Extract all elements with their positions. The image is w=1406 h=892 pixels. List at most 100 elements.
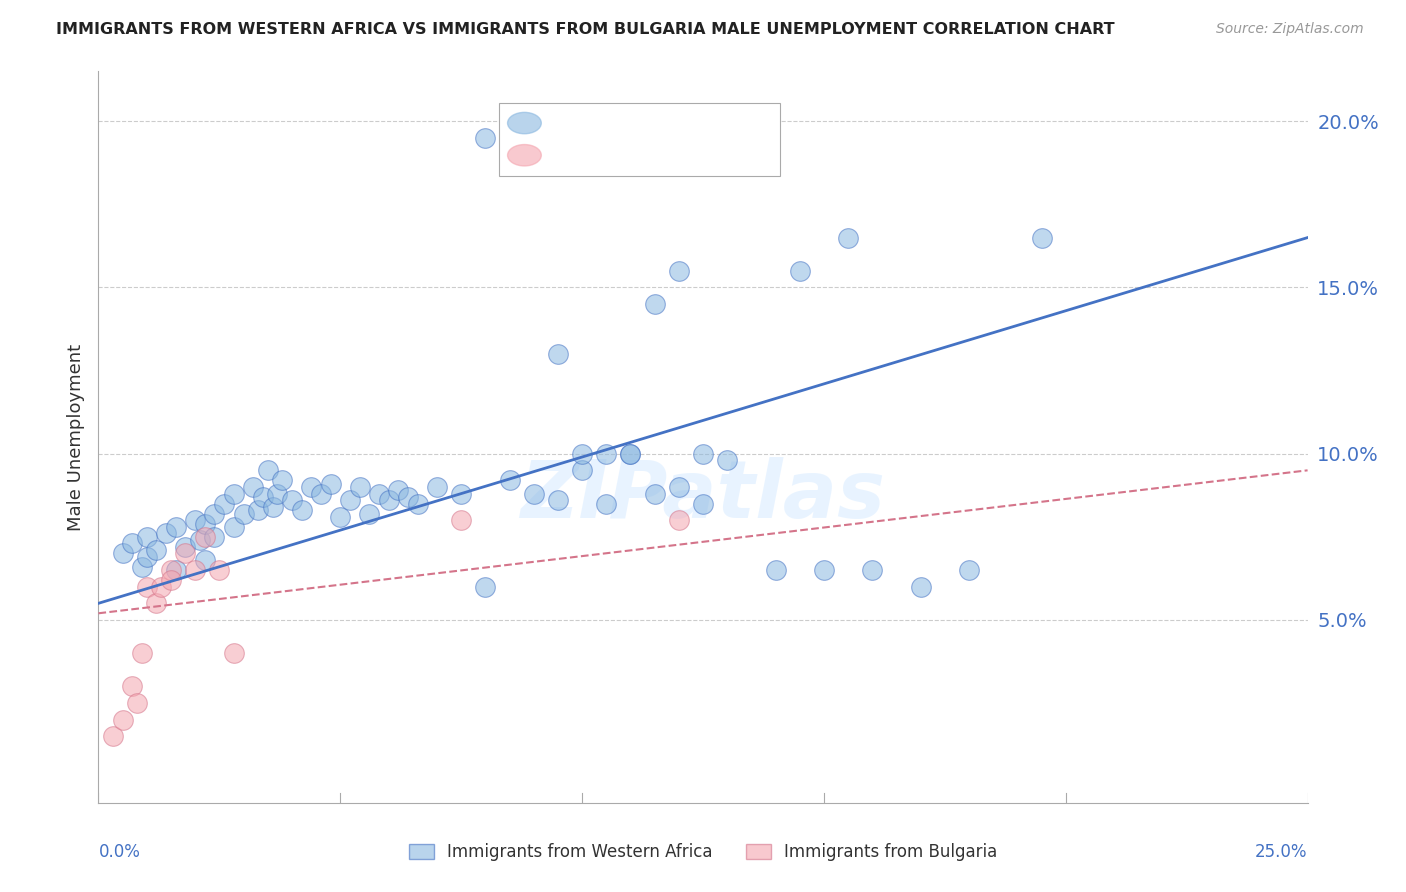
- Immigrants from Western Africa: [145, 543, 167, 558]
- Text: 0.0%: 0.0%: [98, 843, 141, 861]
- Immigrants from Western Africa: [668, 480, 690, 494]
- Immigrants from Western Africa: [188, 533, 211, 548]
- Immigrants from Western Africa: [474, 131, 496, 145]
- Immigrants from Western Africa: [174, 540, 197, 554]
- Immigrants from Western Africa: [319, 476, 342, 491]
- Immigrants from Western Africa: [860, 563, 883, 577]
- Immigrants from Western Africa: [111, 546, 134, 560]
- Immigrants from Western Africa: [194, 516, 217, 531]
- Immigrants from Western Africa: [450, 486, 472, 500]
- Immigrants from Western Africa: [222, 520, 245, 534]
- Immigrants from Western Africa: [290, 503, 312, 517]
- Immigrants from Western Africa: [571, 463, 593, 477]
- Text: R =: R =: [553, 145, 593, 165]
- Immigrants from Western Africa: [247, 503, 270, 517]
- Immigrants from Western Africa: [547, 493, 569, 508]
- Immigrants from Western Africa: [359, 507, 381, 521]
- Immigrants from Bulgaria: [145, 596, 167, 610]
- Immigrants from Western Africa: [547, 347, 569, 361]
- Immigrants from Western Africa: [222, 486, 245, 500]
- Immigrants from Bulgaria: [127, 696, 149, 710]
- Immigrants from Western Africa: [184, 513, 207, 527]
- Immigrants from Western Africa: [837, 230, 859, 244]
- Immigrants from Bulgaria: [135, 580, 157, 594]
- Immigrants from Western Africa: [256, 463, 278, 477]
- Immigrants from Western Africa: [271, 473, 294, 487]
- Text: ZIPatlas: ZIPatlas: [520, 457, 886, 534]
- Immigrants from Western Africa: [692, 497, 714, 511]
- Immigrants from Western Africa: [595, 497, 617, 511]
- Immigrants from Western Africa: [474, 580, 496, 594]
- Immigrants from Western Africa: [135, 530, 157, 544]
- Immigrants from Western Africa: [262, 500, 284, 514]
- Immigrants from Western Africa: [165, 520, 187, 534]
- Immigrants from Western Africa: [204, 507, 226, 521]
- Immigrants from Bulgaria: [222, 646, 245, 660]
- Immigrants from Western Africa: [692, 447, 714, 461]
- Immigrants from Western Africa: [309, 486, 332, 500]
- Immigrants from Western Africa: [765, 563, 787, 577]
- Immigrants from Western Africa: [349, 480, 371, 494]
- Immigrants from Bulgaria: [208, 563, 231, 577]
- Immigrants from Western Africa: [406, 497, 429, 511]
- Immigrants from Western Africa: [644, 486, 666, 500]
- Immigrants from Bulgaria: [184, 563, 207, 577]
- Immigrants from Western Africa: [131, 559, 153, 574]
- Immigrants from Western Africa: [212, 497, 235, 511]
- Text: 25.0%: 25.0%: [1256, 843, 1308, 861]
- Immigrants from Western Africa: [266, 486, 288, 500]
- Immigrants from Western Africa: [668, 264, 690, 278]
- Immigrants from Western Africa: [387, 483, 409, 498]
- Immigrants from Bulgaria: [111, 713, 134, 727]
- Immigrants from Western Africa: [957, 563, 980, 577]
- Immigrants from Bulgaria: [160, 573, 183, 587]
- Immigrants from Western Africa: [252, 490, 274, 504]
- Immigrants from Western Africa: [194, 553, 217, 567]
- Immigrants from Western Africa: [396, 490, 419, 504]
- Immigrants from Western Africa: [1031, 230, 1053, 244]
- Immigrants from Western Africa: [619, 447, 641, 461]
- Immigrants from Western Africa: [426, 480, 449, 494]
- Immigrants from Western Africa: [204, 530, 226, 544]
- Immigrants from Bulgaria: [150, 580, 173, 594]
- Y-axis label: Male Unemployment: Male Unemployment: [66, 343, 84, 531]
- Immigrants from Bulgaria: [668, 513, 690, 527]
- Immigrants from Bulgaria: [131, 646, 153, 660]
- Text: N =: N =: [665, 113, 707, 133]
- Immigrants from Western Africa: [498, 473, 520, 487]
- Immigrants from Western Africa: [135, 549, 157, 564]
- Immigrants from Western Africa: [299, 480, 322, 494]
- Immigrants from Western Africa: [910, 580, 932, 594]
- Text: N =: N =: [665, 145, 707, 165]
- Immigrants from Western Africa: [377, 493, 399, 508]
- Immigrants from Bulgaria: [450, 513, 472, 527]
- Immigrants from Western Africa: [281, 493, 304, 508]
- Immigrants from Western Africa: [165, 563, 187, 577]
- Immigrants from Western Africa: [155, 526, 177, 541]
- Immigrants from Bulgaria: [174, 546, 197, 560]
- Text: 0.163: 0.163: [605, 145, 664, 165]
- Immigrants from Western Africa: [121, 536, 143, 550]
- Immigrants from Bulgaria: [101, 729, 124, 743]
- Immigrants from Western Africa: [813, 563, 835, 577]
- Immigrants from Bulgaria: [194, 530, 217, 544]
- Immigrants from Western Africa: [789, 264, 811, 278]
- Immigrants from Western Africa: [339, 493, 361, 508]
- Immigrants from Western Africa: [232, 507, 254, 521]
- Immigrants from Western Africa: [619, 447, 641, 461]
- Text: 0.629: 0.629: [605, 113, 664, 133]
- Immigrants from Western Africa: [368, 486, 391, 500]
- Immigrants from Western Africa: [571, 447, 593, 461]
- Text: IMMIGRANTS FROM WESTERN AFRICA VS IMMIGRANTS FROM BULGARIA MALE UNEMPLOYMENT COR: IMMIGRANTS FROM WESTERN AFRICA VS IMMIGR…: [56, 22, 1115, 37]
- Text: 70: 70: [713, 113, 738, 133]
- Immigrants from Western Africa: [523, 486, 546, 500]
- Legend: Immigrants from Western Africa, Immigrants from Bulgaria: Immigrants from Western Africa, Immigran…: [402, 837, 1004, 868]
- Immigrants from Western Africa: [716, 453, 738, 467]
- Immigrants from Western Africa: [329, 509, 352, 524]
- Immigrants from Western Africa: [242, 480, 264, 494]
- Immigrants from Bulgaria: [160, 563, 183, 577]
- Text: 17: 17: [713, 145, 738, 165]
- Immigrants from Western Africa: [595, 447, 617, 461]
- Text: Source: ZipAtlas.com: Source: ZipAtlas.com: [1216, 22, 1364, 37]
- Immigrants from Bulgaria: [121, 680, 143, 694]
